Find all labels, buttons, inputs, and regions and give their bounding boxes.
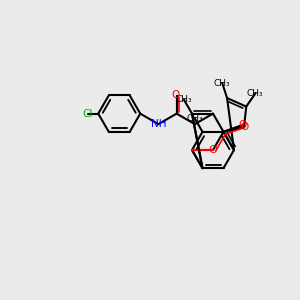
Text: CH₃: CH₃ (186, 114, 203, 123)
Text: O: O (172, 90, 180, 100)
Text: O: O (238, 120, 247, 130)
Text: CH₃: CH₃ (214, 79, 231, 88)
Text: Cl: Cl (82, 109, 93, 118)
Text: CH₃: CH₃ (247, 89, 263, 98)
Text: O: O (208, 145, 217, 155)
Text: NH: NH (151, 119, 166, 129)
Text: CH₃: CH₃ (176, 95, 192, 104)
Text: O: O (240, 122, 248, 132)
